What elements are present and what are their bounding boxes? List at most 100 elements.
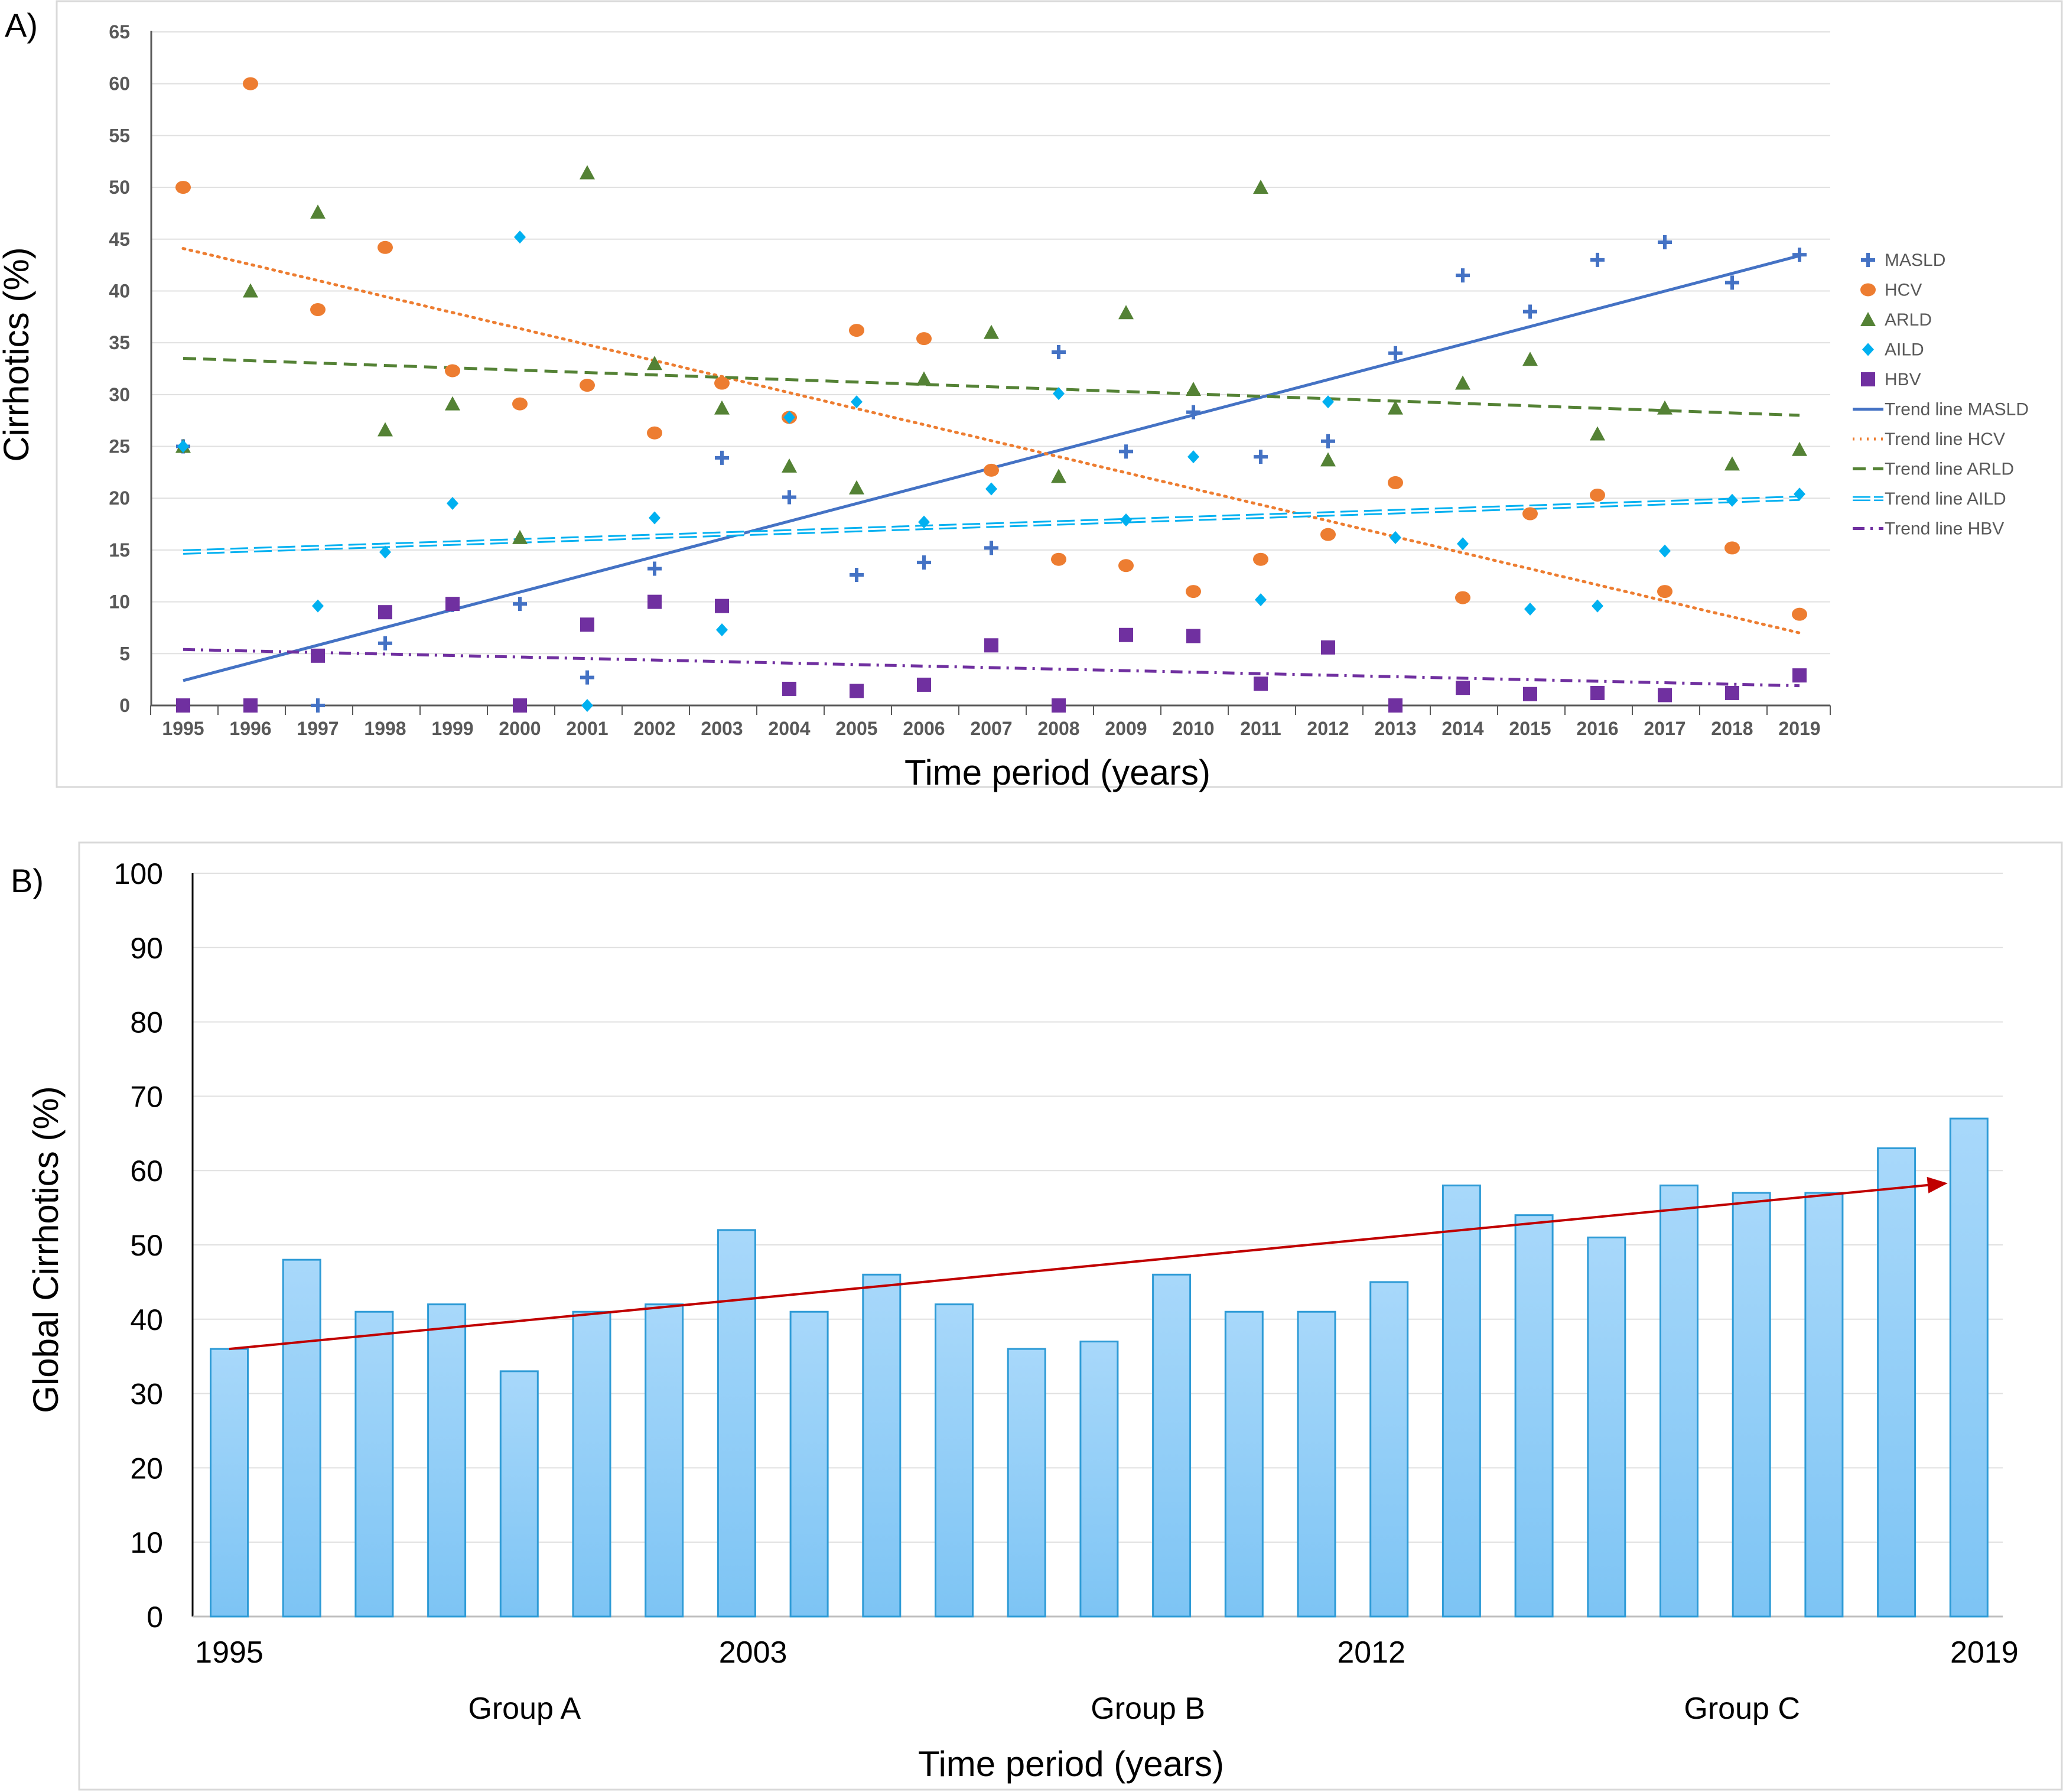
trend-arrow-line	[229, 1183, 1930, 1351]
data-point-hcv	[1792, 607, 1807, 621]
data-point-aild	[918, 515, 930, 529]
data-point-arld	[445, 396, 460, 411]
x-tick-label: 2000	[499, 718, 541, 739]
y-tick-label: 45	[109, 229, 130, 250]
data-point-aild	[716, 623, 728, 636]
data-point-hcv	[580, 379, 595, 392]
y-tick-label: 70	[130, 1080, 163, 1113]
data-point-aild	[1457, 537, 1469, 551]
data-point-hcv	[916, 332, 932, 346]
data-point-arld	[1186, 382, 1201, 396]
data-point-aild	[177, 440, 189, 453]
data-point-aild	[985, 482, 997, 496]
data-point-hcv	[647, 426, 662, 440]
bar	[717, 1229, 756, 1618]
legend-marker	[1860, 283, 1876, 297]
data-point-hcv	[849, 324, 864, 337]
bar	[1659, 1184, 1698, 1618]
x-tick-label: 2005	[835, 718, 877, 739]
x-tick-label: 1998	[364, 718, 406, 739]
bar	[427, 1303, 467, 1618]
data-point-hcv	[1253, 552, 1268, 566]
data-point-aild	[1187, 450, 1199, 464]
data-point-masld	[1725, 275, 1739, 290]
x-tick-label: 2018	[1711, 718, 1753, 739]
panel-b-xlabel: Time period (years)	[918, 1744, 1224, 1784]
data-point-masld	[1792, 248, 1807, 262]
y-tick-label: 30	[130, 1378, 163, 1411]
panel-b-label: B)	[11, 862, 44, 899]
bar	[1732, 1192, 1771, 1618]
bar	[645, 1303, 684, 1618]
data-point-aild	[514, 230, 526, 244]
y-tick-label: 40	[109, 280, 130, 301]
data-point-arld	[1590, 426, 1605, 441]
data-point-arld	[1320, 452, 1336, 467]
bar	[282, 1258, 321, 1618]
data-point-masld	[1321, 434, 1335, 448]
legend-label: MASLD	[1885, 251, 1945, 270]
data-point-hcv	[1388, 476, 1403, 489]
legend-label: Trend line ARLD	[1885, 460, 2014, 479]
data-point-hbv	[850, 684, 864, 698]
data-point-hcv	[1320, 528, 1336, 541]
data-point-masld	[580, 670, 594, 685]
legend-label: HBV	[1885, 370, 1921, 389]
data-point-arld	[782, 458, 797, 473]
data-point-aild	[1390, 531, 1401, 544]
bar	[1079, 1341, 1119, 1618]
x-tick-label: 2002	[633, 718, 675, 739]
legend-marker	[1862, 343, 1874, 356]
x-tick-label: 2001	[566, 718, 608, 739]
data-point-aild	[1659, 544, 1671, 558]
x-tick-label: 2009	[1105, 718, 1147, 739]
panel-b-ylabel: Global Cirrhotics (%)	[26, 1086, 66, 1413]
bar	[1804, 1192, 1844, 1618]
data-point-arld	[1455, 375, 1470, 390]
bar	[1224, 1310, 1264, 1618]
data-point-hcv	[1724, 541, 1740, 555]
data-point-aild	[1592, 599, 1603, 613]
x-tick-label: 2007	[970, 718, 1012, 739]
bar	[499, 1370, 539, 1618]
y-tick-label: 0	[147, 1601, 163, 1634]
data-point-hcv	[984, 463, 999, 477]
x-tick-label: 1996	[229, 718, 271, 739]
data-point-aild	[1053, 387, 1065, 401]
bar	[1442, 1184, 1481, 1618]
group-label: Group B	[1091, 1692, 1205, 1726]
panel-b-frame	[78, 841, 2063, 1791]
data-point-aild	[379, 545, 391, 559]
y-tick-label: 40	[130, 1303, 163, 1336]
data-point-arld	[1388, 400, 1403, 415]
bar	[1877, 1147, 1916, 1618]
data-point-hbv	[1725, 685, 1739, 700]
data-point-arld	[1792, 441, 1807, 456]
x-tick-label: 2012	[1337, 1635, 1405, 1670]
x-tick-label: 2006	[903, 718, 945, 739]
data-point-hcv	[1051, 552, 1066, 566]
x-tick-label: 2017	[1644, 718, 1685, 739]
y-tick-label: 55	[109, 125, 130, 146]
y-tick-label: 90	[130, 932, 163, 965]
panel-a-ylabel: Cirrhotics (%)	[0, 247, 36, 461]
data-point-masld	[1388, 346, 1403, 360]
data-point-aild	[1255, 593, 1267, 607]
data-point-masld	[1052, 344, 1066, 359]
data-point-arld	[849, 480, 864, 495]
trend-line	[181, 247, 1801, 635]
data-point-aild	[1120, 513, 1132, 527]
data-point-aild	[581, 699, 593, 712]
bar	[1949, 1117, 1989, 1618]
panel-a-xlabel: Time period (years)	[904, 753, 1211, 792]
y-tick-label: 10	[130, 1526, 163, 1559]
y-tick-label: 35	[109, 332, 130, 353]
x-tick-label: 2014	[1442, 718, 1483, 739]
bar	[1369, 1281, 1409, 1618]
trend-line-inner	[183, 497, 1800, 553]
data-point-masld	[782, 490, 796, 505]
legend-marker	[1860, 312, 1876, 326]
data-point-hcv	[310, 303, 326, 317]
data-point-arld	[243, 283, 258, 298]
